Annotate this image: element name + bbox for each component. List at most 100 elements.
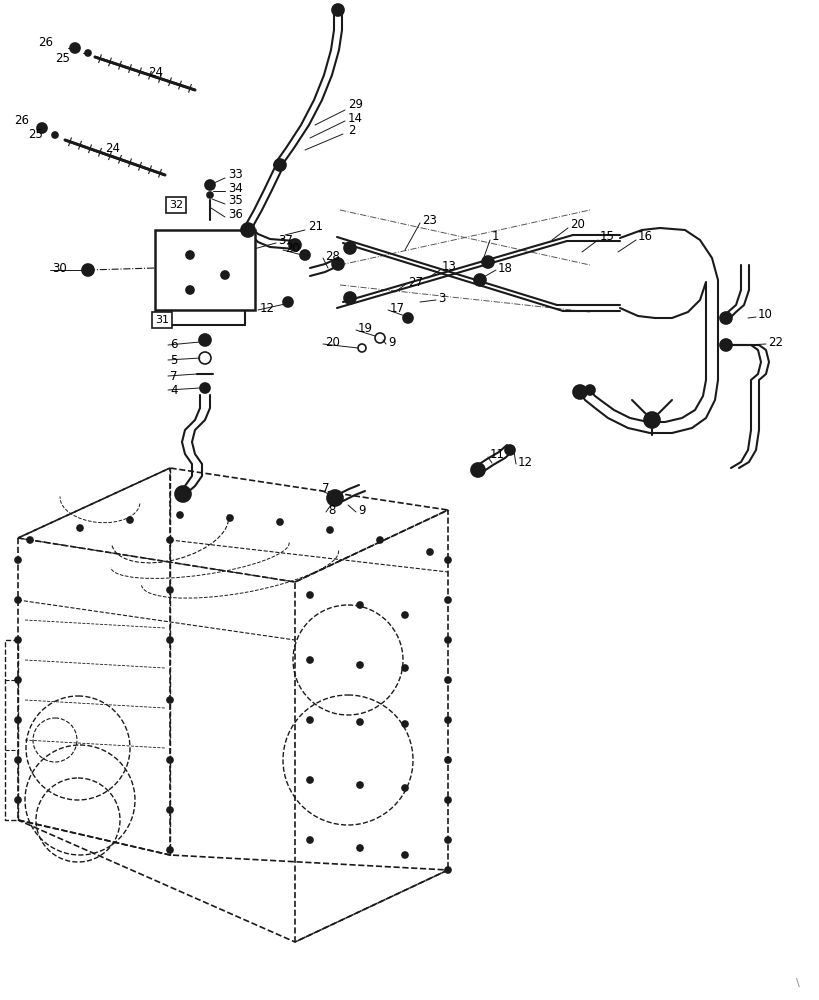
- Text: 32: 32: [169, 200, 183, 210]
- Circle shape: [174, 486, 191, 502]
- Text: 17: 17: [390, 302, 405, 314]
- Text: 20: 20: [285, 241, 300, 254]
- Circle shape: [445, 867, 450, 873]
- Text: 12: 12: [518, 456, 532, 468]
- Circle shape: [445, 837, 450, 843]
- Text: 9: 9: [358, 504, 365, 516]
- Circle shape: [401, 665, 408, 671]
- Circle shape: [167, 537, 173, 543]
- Text: \: \: [795, 978, 799, 988]
- Circle shape: [206, 192, 213, 198]
- Circle shape: [377, 537, 382, 543]
- Circle shape: [70, 43, 80, 53]
- Circle shape: [306, 777, 313, 783]
- Text: 12: 12: [260, 302, 274, 314]
- Circle shape: [719, 339, 731, 351]
- Circle shape: [15, 797, 21, 803]
- Circle shape: [505, 445, 514, 455]
- Circle shape: [186, 251, 194, 259]
- Circle shape: [445, 597, 450, 603]
- Circle shape: [167, 697, 173, 703]
- FancyBboxPatch shape: [165, 197, 186, 213]
- Circle shape: [52, 132, 58, 138]
- Circle shape: [445, 797, 450, 803]
- Circle shape: [473, 274, 486, 286]
- Text: 14: 14: [347, 111, 363, 124]
- Text: 34: 34: [228, 182, 242, 194]
- Text: 33: 33: [228, 168, 242, 182]
- Circle shape: [445, 637, 450, 643]
- Text: 22: 22: [767, 336, 782, 349]
- Circle shape: [15, 557, 21, 563]
- Text: 5: 5: [170, 354, 177, 366]
- Text: 29: 29: [347, 99, 363, 111]
- Circle shape: [82, 264, 94, 276]
- Text: 2: 2: [347, 124, 355, 137]
- Circle shape: [205, 180, 215, 190]
- Circle shape: [470, 463, 484, 477]
- FancyBboxPatch shape: [155, 230, 255, 310]
- Circle shape: [167, 587, 173, 593]
- Circle shape: [445, 717, 450, 723]
- Circle shape: [356, 845, 363, 851]
- Circle shape: [332, 258, 344, 270]
- Circle shape: [127, 517, 133, 523]
- Circle shape: [15, 757, 21, 763]
- Text: 28: 28: [324, 249, 339, 262]
- Circle shape: [306, 657, 313, 663]
- Circle shape: [227, 515, 233, 521]
- Circle shape: [356, 662, 363, 668]
- Text: 24: 24: [105, 141, 120, 154]
- Text: 31: 31: [155, 315, 169, 325]
- Text: 30: 30: [52, 261, 66, 274]
- Circle shape: [167, 757, 173, 763]
- Text: 7: 7: [170, 369, 177, 382]
- Text: 19: 19: [358, 322, 373, 334]
- Circle shape: [15, 597, 21, 603]
- Circle shape: [643, 412, 659, 428]
- Circle shape: [306, 717, 313, 723]
- Text: 20: 20: [324, 336, 339, 349]
- Circle shape: [15, 717, 21, 723]
- Circle shape: [344, 292, 355, 304]
- Circle shape: [277, 519, 283, 525]
- Text: 37: 37: [278, 233, 292, 246]
- Circle shape: [327, 527, 333, 533]
- Circle shape: [241, 223, 255, 237]
- Circle shape: [167, 807, 173, 813]
- Text: 23: 23: [422, 214, 437, 227]
- Circle shape: [221, 271, 229, 279]
- Circle shape: [401, 785, 408, 791]
- Circle shape: [356, 602, 363, 608]
- Circle shape: [356, 782, 363, 788]
- Circle shape: [356, 719, 363, 725]
- Circle shape: [77, 525, 83, 531]
- Circle shape: [427, 549, 432, 555]
- Circle shape: [27, 537, 33, 543]
- Circle shape: [85, 50, 91, 56]
- Text: 7: 7: [322, 482, 329, 494]
- Circle shape: [327, 490, 342, 506]
- Circle shape: [306, 837, 313, 843]
- Circle shape: [200, 383, 210, 393]
- Circle shape: [283, 297, 292, 307]
- Circle shape: [300, 250, 310, 260]
- Text: 26: 26: [14, 113, 29, 126]
- Circle shape: [186, 286, 194, 294]
- Text: 27: 27: [408, 275, 423, 288]
- Text: 36: 36: [228, 208, 242, 221]
- Circle shape: [288, 239, 301, 251]
- Text: 25: 25: [55, 51, 70, 64]
- Text: 25: 25: [28, 128, 43, 141]
- Circle shape: [445, 557, 450, 563]
- Text: 3: 3: [437, 292, 445, 304]
- Circle shape: [401, 721, 408, 727]
- Text: 1: 1: [491, 231, 499, 243]
- Circle shape: [15, 637, 21, 643]
- Circle shape: [584, 385, 595, 395]
- Circle shape: [401, 852, 408, 858]
- Text: 13: 13: [441, 260, 456, 273]
- Text: 24: 24: [147, 66, 163, 79]
- Circle shape: [719, 312, 731, 324]
- Text: 8: 8: [328, 504, 335, 516]
